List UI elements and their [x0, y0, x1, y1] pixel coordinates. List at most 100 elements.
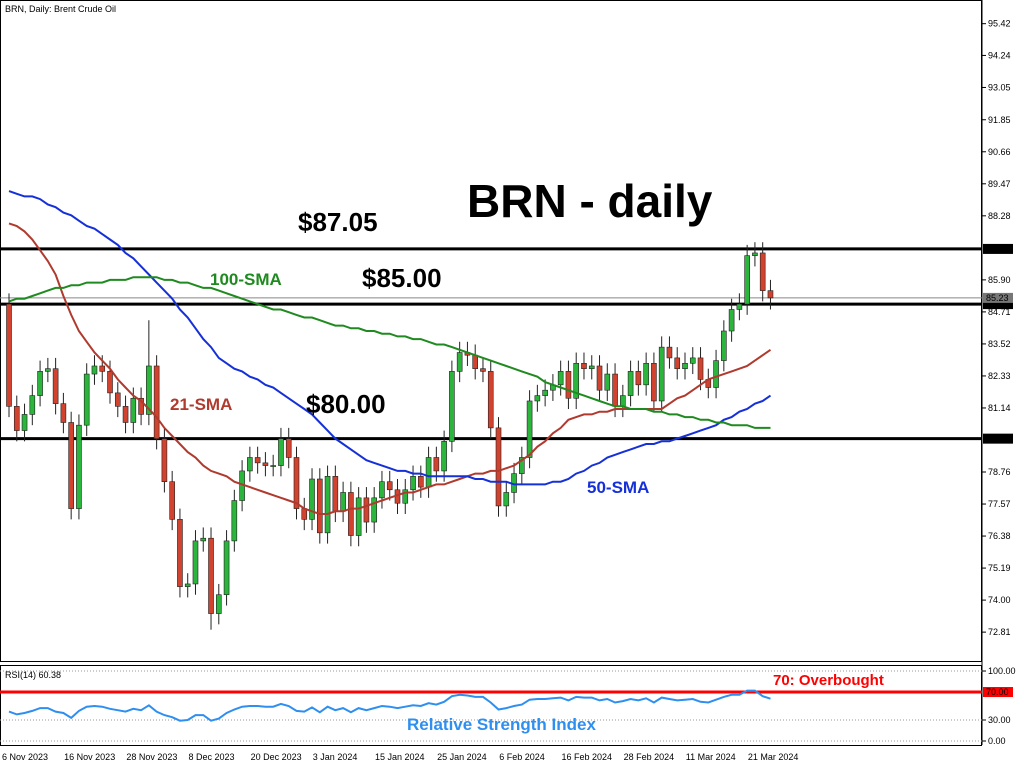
rsi-title: RSI(14) 60.38 — [5, 670, 61, 680]
y-tick-label: 84.71 — [988, 307, 1011, 317]
annotation: $80.00 — [306, 389, 386, 419]
candle-body — [588, 365, 595, 369]
x-tick-label: 28 Nov 2023 — [126, 752, 177, 762]
y-tick-label: 95.42 — [988, 19, 1011, 29]
y-tick-label: 78.76 — [988, 467, 1011, 477]
level-label-box — [983, 243, 1013, 254]
candle-body — [231, 500, 238, 542]
candle-body — [37, 371, 43, 396]
annotation: BRN - daily — [467, 175, 713, 227]
candle-body — [223, 540, 230, 596]
candle-body — [682, 362, 688, 369]
candle-body — [169, 481, 175, 520]
x-tick-label: 21 Mar 2024 — [748, 752, 799, 762]
candle-body — [215, 594, 222, 614]
annotation: 21-SMA — [170, 395, 232, 414]
candle-body — [728, 309, 735, 332]
candle-body — [91, 365, 98, 375]
candle-body — [177, 519, 183, 587]
candle-body — [83, 373, 90, 426]
candle-body — [99, 365, 106, 372]
chart-title: BRN, Daily: Brent Crude Oil — [5, 4, 116, 14]
candle-body — [348, 492, 354, 536]
candle-body — [324, 476, 331, 534]
candle-body — [52, 368, 59, 404]
candle-body — [270, 465, 276, 467]
x-tick-label: 15 Jan 2024 — [375, 752, 425, 762]
x-tick-label: 11 Mar 2024 — [686, 752, 736, 762]
candle-body — [363, 497, 370, 523]
candle-body — [433, 457, 440, 472]
y-tick-label: 88.28 — [988, 211, 1011, 221]
candle-body — [146, 365, 152, 415]
candle-body — [208, 537, 214, 614]
y-tick-label: 75.19 — [988, 563, 1011, 573]
candle-body — [721, 330, 727, 361]
candle-body — [759, 252, 766, 291]
main-panel — [0, 0, 982, 662]
y-tick-label: 72.81 — [988, 627, 1011, 637]
candle-body — [29, 395, 36, 415]
candle-body — [658, 346, 665, 402]
candle-body — [107, 371, 113, 394]
candle-body — [386, 481, 393, 491]
annotation: Relative Strength Index — [407, 715, 596, 734]
candle-body — [114, 392, 121, 407]
candle-body — [519, 457, 525, 474]
y-tick-label: 93.05 — [988, 82, 1011, 92]
candle-body — [153, 365, 160, 439]
candle-body — [262, 462, 269, 466]
level-label: 87.05 — [986, 244, 1009, 254]
annotation: 100-SMA — [210, 270, 282, 289]
y-tick-label: 82.33 — [988, 371, 1011, 381]
candle-body — [472, 354, 479, 369]
candle-body — [184, 583, 191, 587]
candle-body — [45, 368, 51, 372]
candle-body — [293, 457, 300, 509]
x-tick-label: 6 Nov 2023 — [2, 752, 48, 762]
y-tick-label: 89.47 — [988, 179, 1011, 189]
candle-body — [332, 476, 339, 512]
level-label-box — [983, 433, 1013, 444]
level-label-box — [983, 687, 1013, 698]
candle-body — [666, 346, 673, 359]
candle-body — [340, 492, 346, 512]
candle-body — [138, 397, 144, 415]
candle-body — [379, 481, 385, 499]
y-tick-label: 77.57 — [988, 499, 1011, 509]
candle-body — [200, 537, 207, 542]
x-tick-label: 16 Feb 2024 — [561, 752, 612, 762]
annotation: $87.05 — [298, 207, 378, 237]
candle-body — [161, 438, 168, 482]
candle-body — [557, 371, 564, 386]
candle-body — [316, 478, 323, 534]
candle-body — [21, 414, 28, 431]
sma-line — [8, 276, 771, 429]
candle-body — [60, 403, 67, 423]
y-tick-label: 74.00 — [988, 595, 1011, 605]
candle-body — [6, 303, 12, 407]
candle-body — [526, 400, 533, 458]
candle-body — [573, 362, 580, 399]
sma-line — [8, 190, 772, 486]
candle-body — [767, 290, 774, 299]
candle-body — [355, 497, 362, 536]
candle-body — [285, 438, 292, 458]
candle-body — [697, 357, 704, 380]
candle-body — [620, 395, 626, 407]
candle-body — [604, 373, 611, 391]
candle-body — [441, 441, 447, 472]
candle-body — [635, 371, 642, 386]
level-label: 70.00 — [986, 687, 1009, 697]
x-tick-label: 3 Jan 2024 — [313, 752, 358, 762]
level-label: 80.00 — [986, 434, 1009, 444]
candle-body — [68, 422, 74, 509]
y-tick-label: 85.90 — [988, 275, 1011, 285]
candle-body — [402, 489, 409, 504]
candle-body — [449, 371, 455, 442]
candle-body — [130, 397, 137, 423]
y-tick-label: 30.00 — [988, 715, 1011, 725]
candle-body — [612, 373, 618, 407]
